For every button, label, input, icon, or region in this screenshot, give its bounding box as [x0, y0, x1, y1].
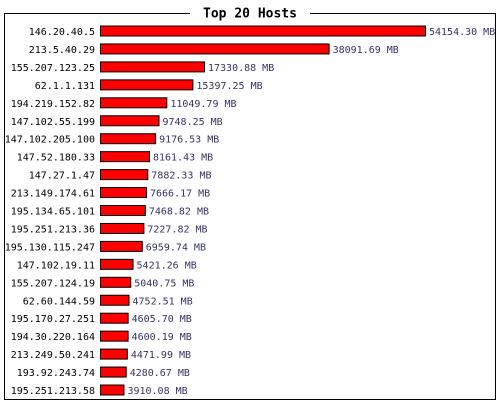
bar — [100, 61, 206, 73]
host-label: 147.102.205.100 — [5, 135, 95, 146]
bar — [100, 240, 143, 252]
bar — [100, 330, 129, 342]
value-label: 5040.75 MB — [134, 278, 194, 289]
bar — [100, 97, 168, 109]
host-label: 195.251.213.58 — [11, 386, 95, 397]
bar — [100, 115, 160, 127]
bar — [100, 133, 157, 145]
value-label: 4752.51 MB — [133, 296, 193, 307]
value-label: 15397.25 MB — [196, 81, 262, 92]
bar — [100, 384, 125, 396]
bar — [100, 205, 146, 216]
value-label: 54154.30 MB — [429, 27, 495, 38]
bar — [100, 187, 148, 199]
value-label: 4600.19 MB — [132, 332, 192, 343]
host-label: 195.130.115.247 — [5, 242, 95, 253]
value-label: 4605.70 MB — [132, 314, 192, 325]
bar — [100, 276, 132, 288]
value-label: 7468.82 MB — [149, 207, 209, 218]
value-label: 3910.08 MB — [127, 386, 187, 397]
value-label: 8161.43 MB — [153, 153, 213, 164]
value-label: 7227.82 MB — [147, 224, 207, 235]
title-backdrop — [190, 5, 310, 22]
host-label: 62.1.1.131 — [35, 81, 95, 92]
value-label: 7882.33 MB — [151, 171, 211, 182]
bar — [100, 366, 127, 378]
host-label: 146.20.40.5 — [29, 27, 95, 38]
bar — [100, 222, 145, 234]
value-label: 5421.26 MB — [137, 260, 197, 271]
host-label: 213.5.40.29 — [29, 45, 95, 56]
value-label: 9176.53 MB — [159, 135, 219, 146]
chart-title: Top 20 Hosts — [203, 7, 297, 22]
bar — [100, 151, 150, 163]
host-label: 147.102.19.11 — [17, 260, 95, 271]
value-label: 38091.69 MB — [333, 45, 399, 56]
host-label: 213.249.50.241 — [11, 350, 95, 361]
bar — [100, 169, 149, 181]
value-label: 4471.99 MB — [131, 350, 191, 361]
host-label: 194.30.220.164 — [11, 332, 95, 343]
host-label: 147.52.180.33 — [17, 153, 95, 164]
bar — [100, 312, 129, 324]
host-label: 155.207.123.25 — [11, 63, 95, 74]
value-label: 9748.25 MB — [163, 117, 223, 128]
value-label: 4280.67 MB — [130, 368, 190, 379]
host-label: 193.92.243.74 — [17, 368, 95, 379]
host-label: 147.27.1.47 — [29, 171, 95, 182]
bar — [100, 25, 426, 37]
value-label: 7666.17 MB — [150, 189, 210, 200]
value-label: 11049.79 MB — [170, 99, 236, 110]
host-label: 213.149.174.61 — [11, 189, 95, 200]
host-label: 195.170.27.251 — [11, 314, 95, 325]
host-label: 195.134.65.101 — [11, 207, 95, 218]
bar — [100, 294, 130, 306]
bar — [100, 258, 134, 270]
host-label: 194.219.152.82 — [11, 99, 95, 110]
host-label: 147.102.55.199 — [11, 117, 95, 128]
host-label: 195.251.213.36 — [11, 224, 95, 235]
host-label: 62.60.144.59 — [23, 296, 95, 307]
bar — [100, 348, 128, 360]
value-label: 17330.88 MB — [208, 63, 274, 74]
bar — [100, 43, 330, 55]
bar — [100, 79, 194, 91]
host-label: 155.207.124.19 — [11, 278, 95, 289]
value-label: 6959.74 MB — [146, 242, 206, 253]
